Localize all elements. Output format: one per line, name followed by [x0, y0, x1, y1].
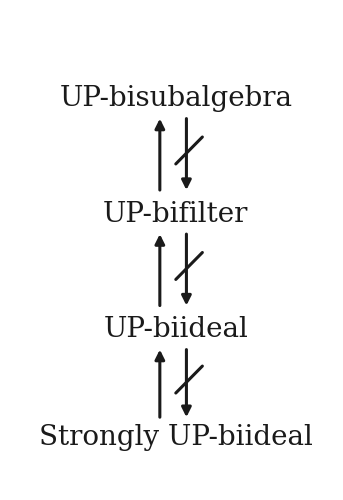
Text: UP-bifilter: UP-bifilter	[103, 200, 248, 228]
Text: Strongly UP-biideal: Strongly UP-biideal	[39, 424, 313, 451]
Text: UP-biideal: UP-biideal	[103, 316, 248, 343]
Text: UP-bisubalgebra: UP-bisubalgebra	[59, 85, 292, 112]
